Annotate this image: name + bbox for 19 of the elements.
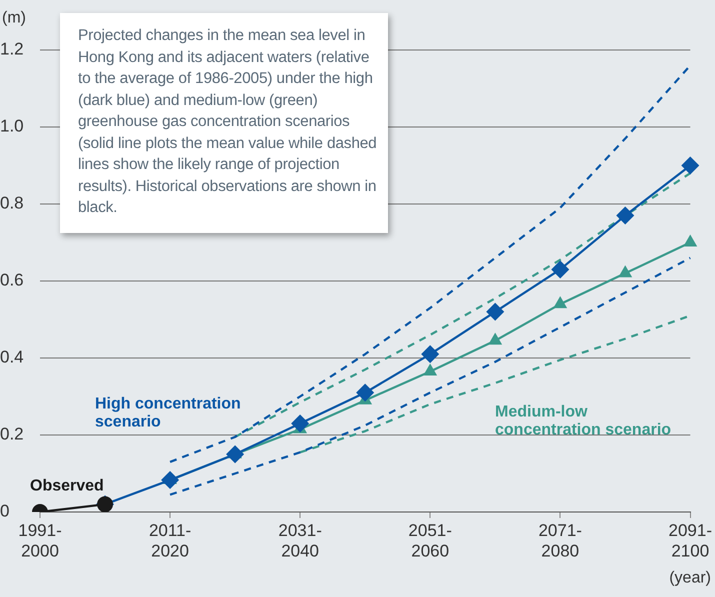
y-tick-label: 1.0: [0, 116, 24, 136]
y-tick-label: 0.4: [0, 348, 24, 367]
series-label: High concentration scenario: [95, 395, 241, 430]
y-tick-label: 0.2: [0, 424, 24, 444]
y-tick-label: 0.8: [0, 194, 24, 213]
y-axis-title: (m): [2, 9, 26, 26]
x-tick-label: 2011-2020: [148, 520, 192, 560]
x-tick-label: 2031-2040: [278, 520, 322, 560]
y-tick-label: 0: [0, 502, 10, 521]
series-label: Observed: [30, 477, 104, 494]
x-tick-label: 2051-2060: [408, 520, 452, 560]
x-tick-label: 1991-2000: [18, 520, 62, 560]
text: Projected changes in the mean sea level in Hong Kong and its adjacent waters (relative to the average of 1986-2005) under the high (dark blue) and medium-low (green) greenhouse gas concentration scenarios (solid line plots the mean value while dashed lines show the likely range of projection results). Historical observations are shown in black.: [78, 27, 377, 216]
y-tick-label: 1.2: [0, 40, 24, 59]
y-tick-label: 0.6: [0, 270, 24, 290]
x-axis-title: (year): [669, 569, 711, 586]
x-tick-label: 2071-2080: [538, 520, 582, 560]
text: Medium-low concentration scenario: [495, 403, 672, 438]
x-tick-label: 2091-2100: [668, 520, 712, 560]
